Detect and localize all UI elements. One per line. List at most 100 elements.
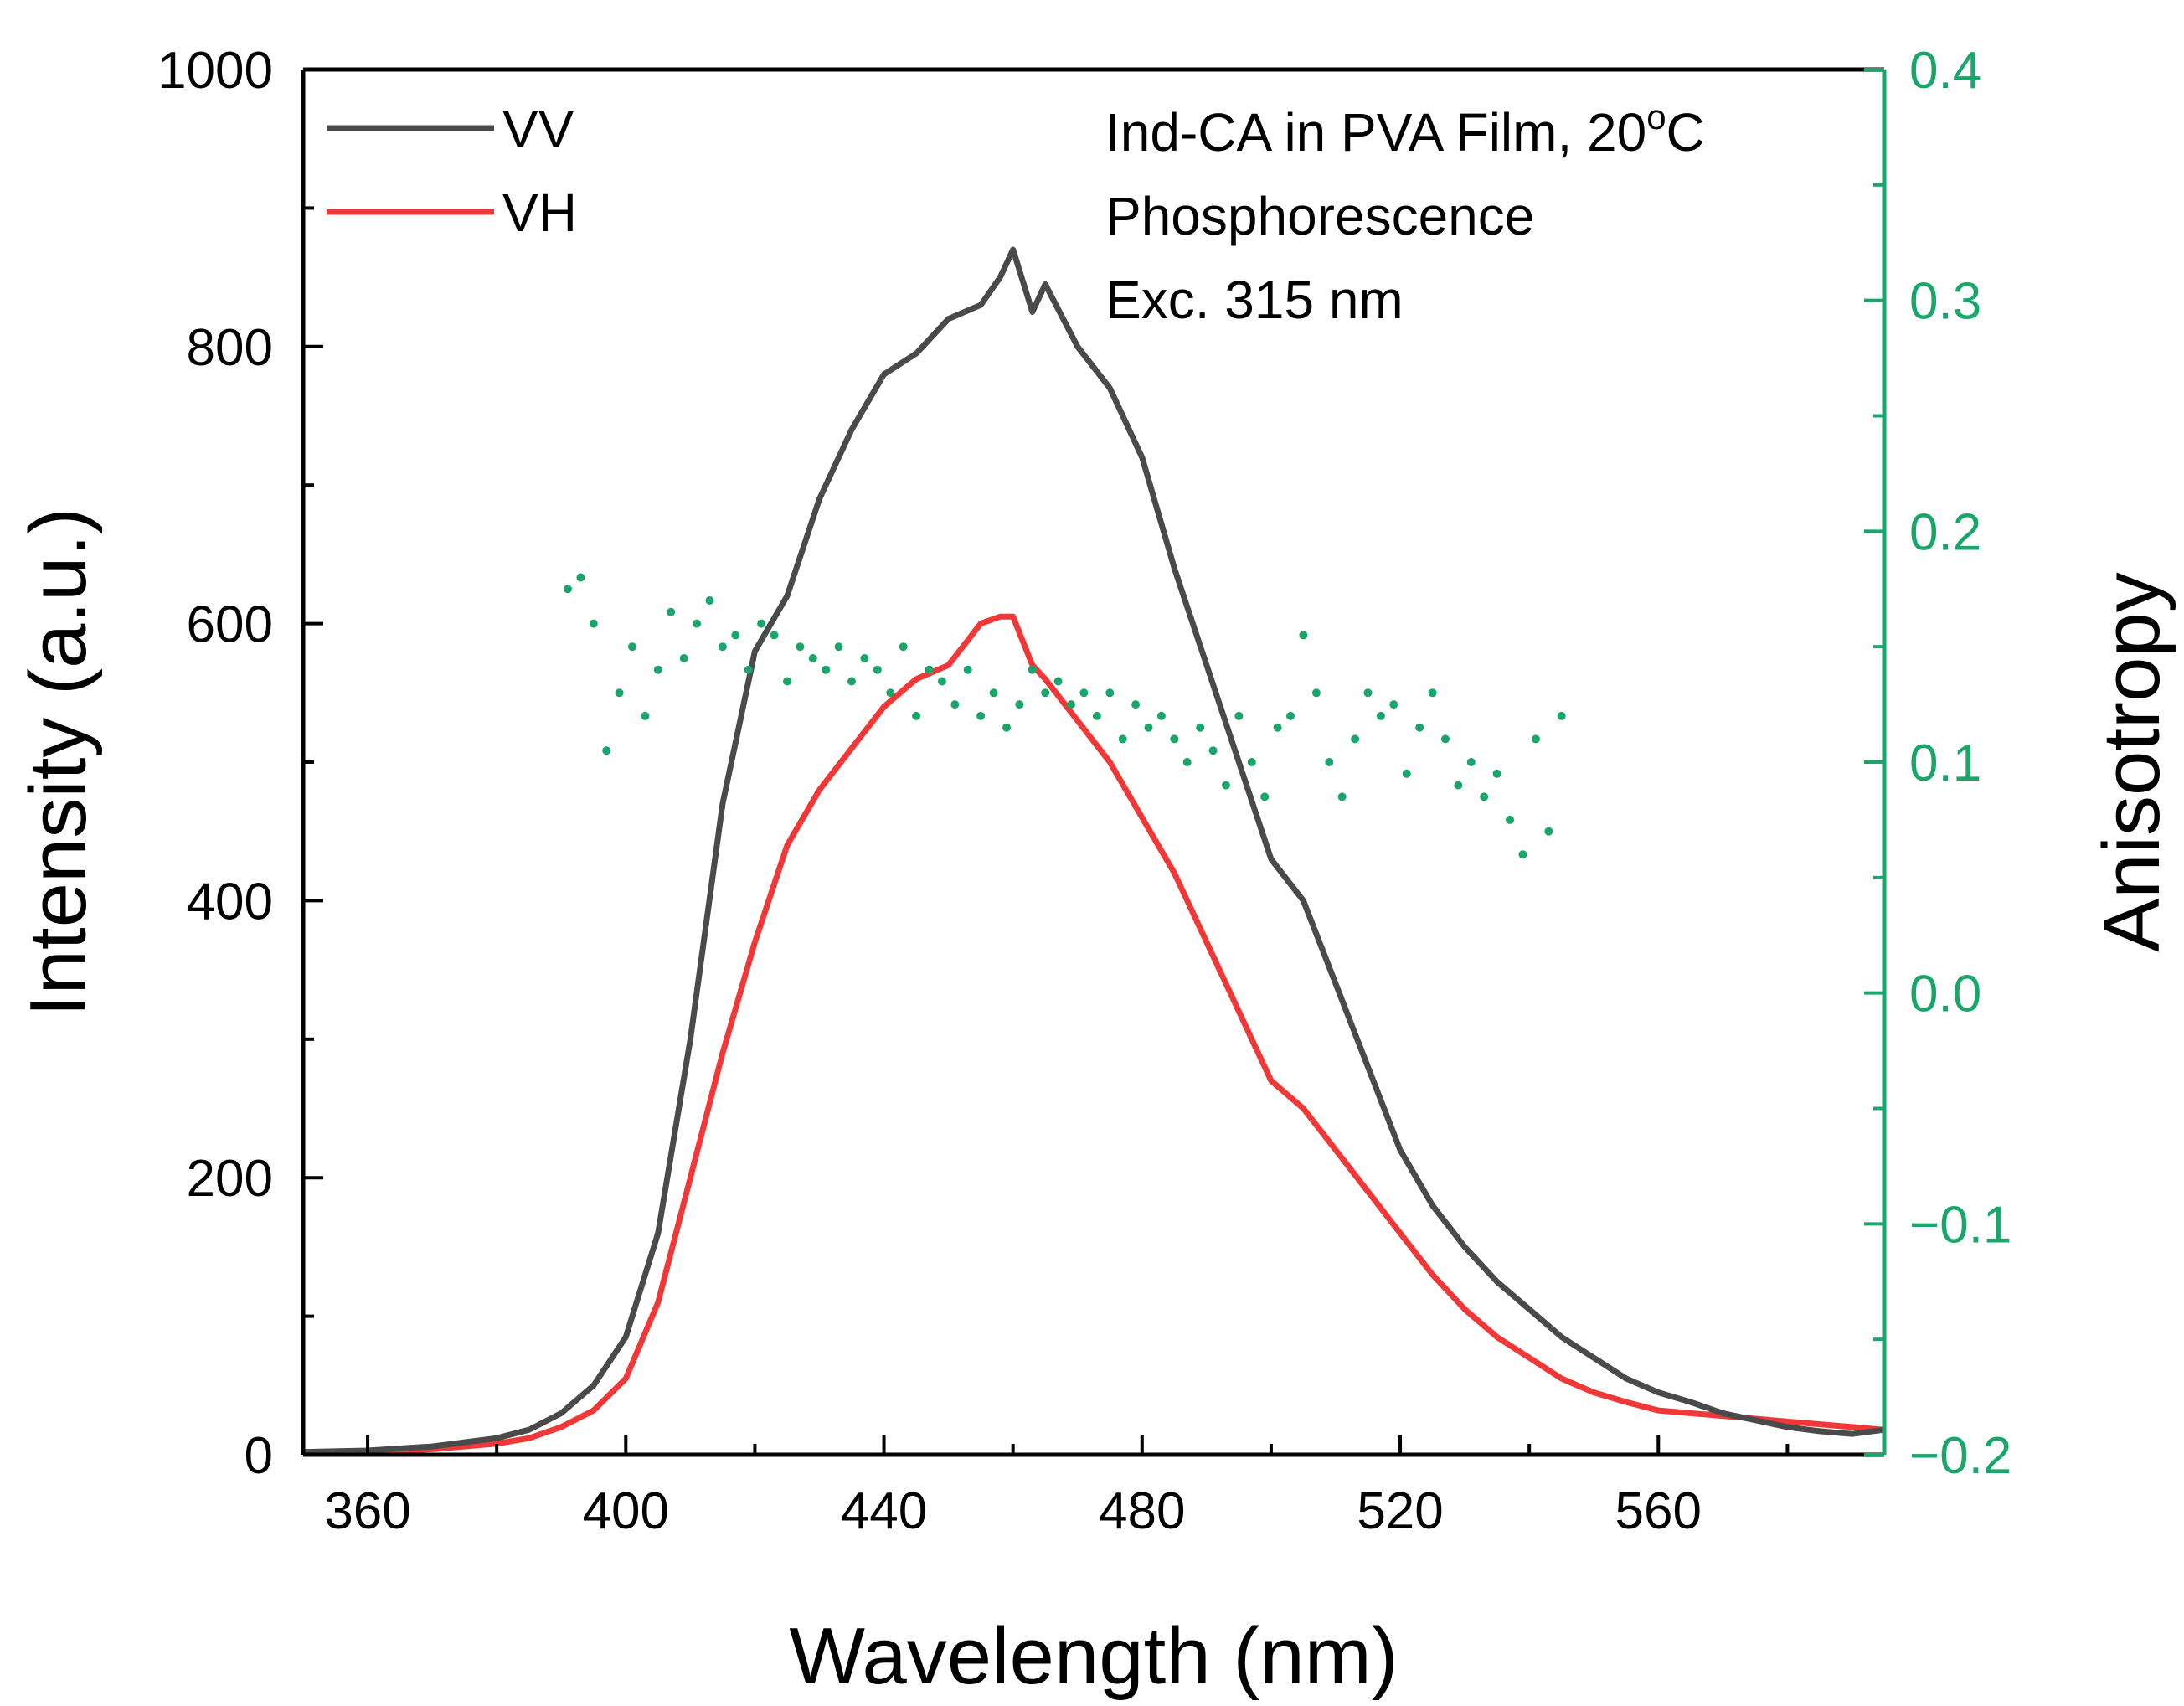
y-tick-label-800: 800 xyxy=(187,319,273,377)
annotation-line-2: Phosphorescence xyxy=(1105,186,1534,246)
y2-tick-label: −0.1 xyxy=(1909,1196,2011,1254)
anisotropy-point xyxy=(1170,734,1179,744)
anisotropy-point xyxy=(1028,665,1037,674)
x-axis-title: Wavelength (nm) xyxy=(789,1611,1398,1701)
anisotropy-point xyxy=(1325,758,1334,766)
x-axis-ticks: 360 400 440 480 520 560 xyxy=(324,1435,1790,1540)
anisotropy-point xyxy=(1208,746,1218,755)
anisotropy-point xyxy=(822,665,831,674)
series-layer xyxy=(302,246,1885,1456)
y2-tick-label: 0.3 xyxy=(1909,273,1981,331)
annotation: Ind-CA in PVA Film, 20oC Phosphorescence… xyxy=(1105,97,1705,330)
anisotropy-point xyxy=(1105,688,1115,698)
annotation-line-1: Ind-CA in PVA Film, 20oC xyxy=(1105,97,1705,162)
anisotropy-point xyxy=(1441,734,1450,744)
anisotropy-point xyxy=(1041,688,1050,698)
annotation-superscript: o xyxy=(1646,97,1666,137)
x-tick-label-560: 560 xyxy=(1615,1482,1702,1540)
y-tick-label-400: 400 xyxy=(187,873,273,930)
anisotropy-point xyxy=(615,688,624,698)
anisotropy-point xyxy=(1092,711,1101,720)
series-line-vh xyxy=(302,613,1885,1456)
y-tick-label-1000: 1000 xyxy=(157,42,273,100)
anisotropy-point xyxy=(1454,781,1463,790)
anisotropy-point xyxy=(1299,631,1308,640)
anisotropy-point xyxy=(950,700,960,709)
anisotropy-point xyxy=(1389,700,1398,709)
anisotropy-point xyxy=(1079,688,1089,698)
anisotropy-point xyxy=(679,654,688,662)
y2-tick-label: 0.4 xyxy=(1909,42,1981,100)
anisotropy-point xyxy=(1260,792,1270,801)
anisotropy-point xyxy=(1531,734,1540,744)
y-tick-label-600: 600 xyxy=(187,596,273,654)
anisotropy-point xyxy=(1273,723,1282,732)
y2-tick-label: 0.1 xyxy=(1909,734,1981,792)
anisotropy-point xyxy=(1544,827,1553,836)
y2-axis-title: Anisotropy xyxy=(2087,572,2176,952)
anisotropy-point xyxy=(1518,850,1527,859)
legend-label-vh: VH xyxy=(502,183,577,243)
y-axis-ticks: 0 200 400 600 800 1000 xyxy=(157,42,323,1485)
anisotropy-point xyxy=(602,746,611,755)
anisotropy-point xyxy=(693,619,702,628)
y2-tick-label: 0.2 xyxy=(1909,503,1981,561)
anisotropy-point xyxy=(1053,677,1063,686)
anisotropy-point xyxy=(925,665,934,674)
anisotropy-point xyxy=(770,631,779,640)
anisotropy-point xyxy=(564,585,572,594)
anisotropy-point xyxy=(912,711,921,720)
anisotropy-point xyxy=(589,619,598,628)
anisotropy-point xyxy=(976,711,986,720)
anisotropy-point xyxy=(1415,723,1424,732)
annotation-line-1-end: C xyxy=(1666,102,1705,162)
anisotropy-point xyxy=(628,642,636,652)
anisotropy-point xyxy=(757,619,766,628)
anisotropy-point xyxy=(1351,734,1360,744)
anisotropy-point xyxy=(860,654,869,662)
anisotropy-point xyxy=(1234,711,1244,720)
y2-tick-label: 0.0 xyxy=(1909,966,1981,1023)
annotation-line-1-main: Ind-CA in PVA Film, 20 xyxy=(1105,102,1646,162)
anisotropy-point xyxy=(718,642,727,652)
annotation-line-3: Exc. 315 nm xyxy=(1105,270,1404,330)
anisotropy-point xyxy=(1196,723,1205,732)
y2-axis-ticks: −0.2 −0.1 0.0 0.1 0.2 0.3 0.4 xyxy=(1864,42,2011,1485)
y2-tick-label: −0.2 xyxy=(1909,1427,2011,1485)
anisotropy-point xyxy=(963,665,972,674)
anisotropy-point xyxy=(873,665,882,674)
anisotropy-point xyxy=(1118,734,1127,744)
anisotropy-point xyxy=(1222,781,1230,790)
anisotropy-point xyxy=(1557,711,1566,720)
anisotropy-point xyxy=(1376,711,1385,720)
x-tick-label-520: 520 xyxy=(1357,1482,1443,1540)
anisotropy-point xyxy=(1286,711,1295,720)
anisotropy-dots xyxy=(564,573,1566,859)
anisotropy-point xyxy=(1015,700,1024,709)
y-tick-label-0: 0 xyxy=(245,1427,273,1485)
anisotropy-point xyxy=(808,654,817,662)
anisotropy-point xyxy=(705,596,714,605)
x-tick-label-440: 440 xyxy=(841,1482,927,1540)
anisotropy-point xyxy=(1067,700,1075,709)
anisotropy-point xyxy=(1182,758,1192,766)
anisotropy-point xyxy=(1247,758,1256,766)
y-axis-title: Intensity (a.u.) xyxy=(13,508,103,1017)
anisotropy-point xyxy=(576,573,585,582)
legend: VV VH xyxy=(327,99,577,243)
anisotropy-point xyxy=(1466,758,1476,766)
anisotropy-point xyxy=(847,677,856,686)
anisotropy-point xyxy=(1428,688,1437,698)
anisotropy-point xyxy=(1131,700,1141,709)
anisotropy-point xyxy=(653,665,662,674)
anisotropy-point xyxy=(899,642,908,652)
x-tick-label-360: 360 xyxy=(324,1482,410,1540)
anisotropy-point xyxy=(1402,769,1411,778)
anisotropy-point xyxy=(834,642,843,652)
anisotropy-point xyxy=(1144,723,1153,732)
series-line-vv xyxy=(302,246,1885,1456)
y-tick-label-200: 200 xyxy=(187,1150,273,1208)
anisotropy-point xyxy=(989,688,998,698)
anisotropy-point xyxy=(937,677,946,686)
